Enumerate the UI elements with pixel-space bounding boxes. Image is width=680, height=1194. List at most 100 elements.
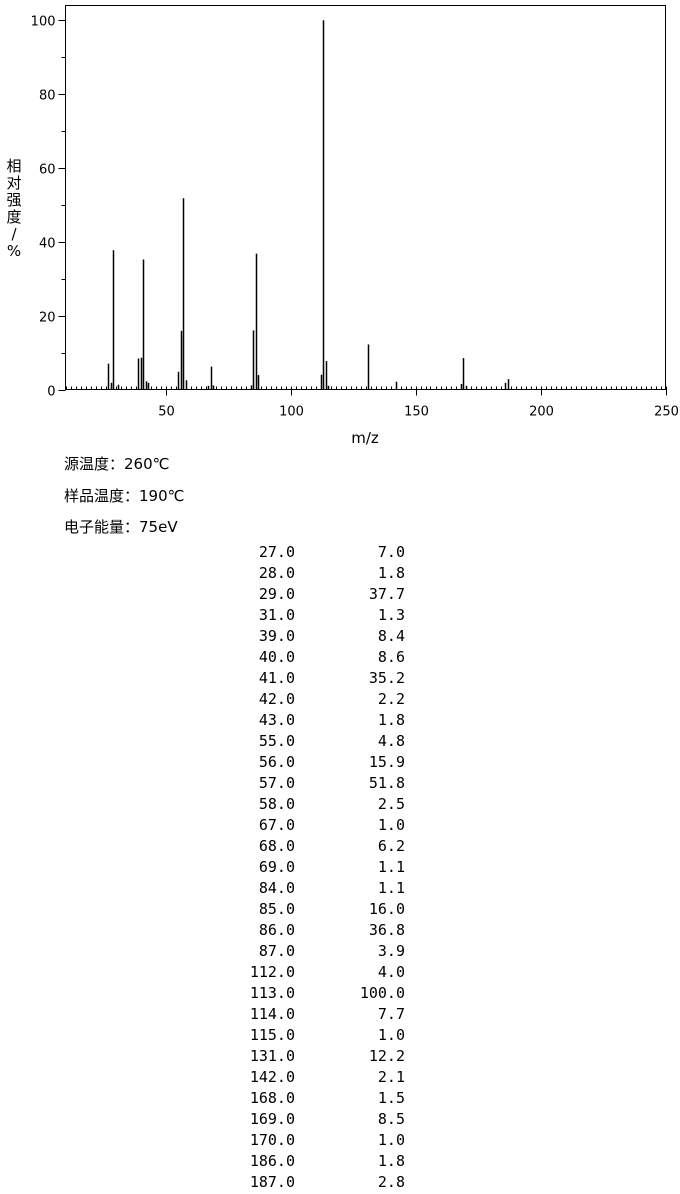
table-row: 27.0 7.0 <box>0 543 680 564</box>
intensity-value: 8.5 <box>377 1110 405 1128</box>
table-row: 142.0 2.1 <box>0 1068 680 1089</box>
intensity-value: 2.8 <box>377 1173 405 1191</box>
table-row: 29.0 37.7 <box>0 585 680 606</box>
mz-value: 29.0 <box>258 585 295 603</box>
intensity-value: 36.8 <box>368 921 405 939</box>
y-tick-label: 60 <box>39 163 56 178</box>
mz-value: 56.0 <box>258 753 295 771</box>
y-axis-label-char: 对 <box>6 174 22 192</box>
intensity-value: 12.2 <box>368 1047 405 1065</box>
minor-ticks <box>61 57 667 390</box>
table-row: 170.0 1.0 <box>0 1131 680 1152</box>
intensity-value: 16.0 <box>368 900 405 918</box>
intensity-value: 3.9 <box>377 942 405 960</box>
sample-temperature: 样品温度：190℃ <box>64 487 185 505</box>
x-axis-ticks: 50 100 150 200 250 <box>158 389 679 420</box>
table-row: 41.0 35.2 <box>0 669 680 690</box>
mz-value: 187.0 <box>249 1173 295 1191</box>
mz-value: 27.0 <box>258 543 295 561</box>
mz-value: 43.0 <box>258 711 295 729</box>
y-axis-label-char: / <box>11 225 17 243</box>
mz-value: 55.0 <box>258 732 295 750</box>
y-axis-label-char: 度 <box>6 208 22 226</box>
spectrum-peaks <box>107 20 510 390</box>
table-row: 58.0 2.5 <box>0 795 680 816</box>
intensity-value: 37.7 <box>368 585 405 603</box>
mz-value: 68.0 <box>258 837 295 855</box>
intensity-value: 8.4 <box>377 627 405 645</box>
y-axis-label-char: 相 <box>6 157 22 175</box>
y-tick-label: 80 <box>39 89 56 104</box>
table-row: 43.0 1.8 <box>0 711 680 732</box>
mz-value: 114.0 <box>249 1005 295 1023</box>
y-tick-label: 100 <box>31 15 56 30</box>
table-row: 131.0 12.2 <box>0 1047 680 1068</box>
intensity-value: 1.8 <box>377 1152 405 1170</box>
table-row: 187.0 2.8 <box>0 1173 680 1194</box>
mz-value: 39.0 <box>258 627 295 645</box>
table-row: 55.0 4.8 <box>0 732 680 753</box>
table-row: 115.0 1.0 <box>0 1026 680 1047</box>
mass-spectrum-chart: 0 20 40 60 80 100 50 100 150 200 250 m/z <box>31 5 679 447</box>
table-row: 169.0 8.5 <box>0 1110 680 1131</box>
mz-value: 86.0 <box>258 921 295 939</box>
intensity-value: 8.6 <box>377 648 405 666</box>
mz-value: 112.0 <box>249 963 295 981</box>
mz-value: 28.0 <box>258 564 295 582</box>
mz-value: 168.0 <box>249 1089 295 1107</box>
y-axis-label-char: % <box>6 242 22 260</box>
table-row: 86.0 36.8 <box>0 921 680 942</box>
intensity-value: 35.2 <box>368 669 405 687</box>
table-row: 57.0 51.8 <box>0 774 680 795</box>
intensity-value: 1.3 <box>377 606 405 624</box>
intensity-value: 1.5 <box>377 1089 405 1107</box>
table-row: 67.0 1.0 <box>0 816 680 837</box>
table-row: 40.0 8.6 <box>0 648 680 669</box>
mz-value: 115.0 <box>249 1026 295 1044</box>
intensity-value: 2.1 <box>377 1068 405 1086</box>
x-axis-label: m/z <box>351 429 379 447</box>
y-tick-label: 0 <box>47 385 55 400</box>
mz-value: 42.0 <box>258 690 295 708</box>
table-row: 113.0 100.0 <box>0 984 680 1005</box>
x-tick-label: 150 <box>404 405 429 420</box>
mz-value: 186.0 <box>249 1152 295 1170</box>
mz-value: 40.0 <box>258 648 295 666</box>
table-row: 68.0 6.2 <box>0 837 680 858</box>
mz-value: 85.0 <box>258 900 295 918</box>
intensity-value: 2.5 <box>377 795 405 813</box>
table-row: 112.0 4.0 <box>0 963 680 984</box>
y-axis-label-char: 强 <box>6 191 22 209</box>
table-row: 31.0 1.3 <box>0 606 680 627</box>
mz-value: 57.0 <box>258 774 295 792</box>
intensity-value: 7.0 <box>377 543 405 561</box>
table-row: 114.0 7.7 <box>0 1005 680 1026</box>
table-row: 39.0 8.4 <box>0 627 680 648</box>
mz-value: 58.0 <box>258 795 295 813</box>
intensity-value: 4.0 <box>377 963 405 981</box>
mz-value: 131.0 <box>249 1047 295 1065</box>
table-row: 56.0 15.9 <box>0 753 680 774</box>
intensity-value: 1.1 <box>377 879 405 897</box>
y-axis-ticks: 0 20 40 60 80 100 <box>31 15 66 400</box>
intensity-value: 4.8 <box>377 732 405 750</box>
mz-value: 142.0 <box>249 1068 295 1086</box>
table-row: 84.0 1.1 <box>0 879 680 900</box>
x-tick-label: 50 <box>158 405 175 420</box>
table-row: 85.0 16.0 <box>0 900 680 921</box>
y-tick-label: 40 <box>39 237 56 252</box>
intensity-value: 1.1 <box>377 858 405 876</box>
intensity-value: 6.2 <box>377 837 405 855</box>
mz-value: 169.0 <box>249 1110 295 1128</box>
mz-value: 41.0 <box>258 669 295 687</box>
x-tick-label: 200 <box>529 405 554 420</box>
y-tick-label: 20 <box>39 311 56 326</box>
x-tick-label: 250 <box>654 405 679 420</box>
intensity-value: 2.2 <box>377 690 405 708</box>
intensity-value: 1.0 <box>377 1131 405 1149</box>
table-row: 42.0 2.2 <box>0 690 680 711</box>
source-temperature: 源温度：260℃ <box>64 455 170 473</box>
table-row: 28.0 1.8 <box>0 564 680 585</box>
mz-value: 113.0 <box>249 984 295 1002</box>
intensity-value: 1.8 <box>377 711 405 729</box>
